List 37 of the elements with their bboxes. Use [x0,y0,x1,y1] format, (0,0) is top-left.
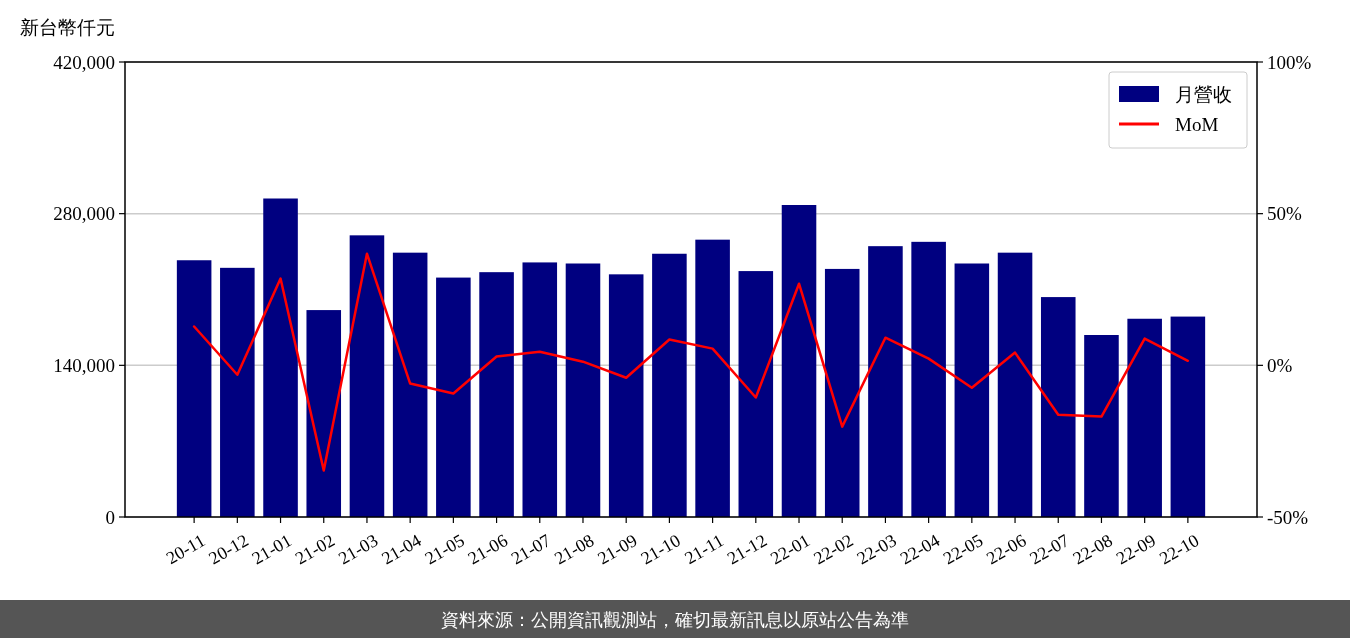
bar [349,235,385,517]
y-tick-label: 140,000 [53,354,115,376]
bar [565,263,601,517]
bar [695,239,730,517]
source-note: 資料來源：公開資訊觀測站，確切最新訊息以原站公告為準 [441,608,909,630]
y2-tick-label: -50% [1267,506,1309,528]
bar [1084,335,1119,517]
bar [263,198,298,517]
bar [176,260,212,517]
bar [436,277,471,517]
legend-label: MoM [1175,113,1219,135]
bar [997,252,1033,517]
bar [652,253,687,517]
bar [911,241,946,517]
bar [392,252,428,517]
y-tick-label: 420,000 [53,51,115,73]
bar [220,267,255,517]
bar [868,246,903,517]
y-axis-title: 新台幣仟元 [20,17,115,38]
bar [1040,297,1076,517]
bar [954,263,990,517]
bar [306,310,342,517]
bar [608,274,644,517]
bar [781,205,817,517]
bar [824,268,860,517]
line-series [192,252,1190,472]
bar [1170,316,1206,517]
bar [479,272,514,517]
y2-tick-label: 0% [1267,354,1293,376]
bar [522,262,558,517]
legend-label: 月營收 [1175,83,1232,105]
y-tick-label: 280,000 [53,203,115,225]
y2-tick-label: 100% [1267,51,1312,73]
bar [738,271,774,517]
bar [1127,318,1162,517]
y2-tick-label: 50% [1267,203,1302,225]
y-tick-label: 0 [105,506,115,528]
